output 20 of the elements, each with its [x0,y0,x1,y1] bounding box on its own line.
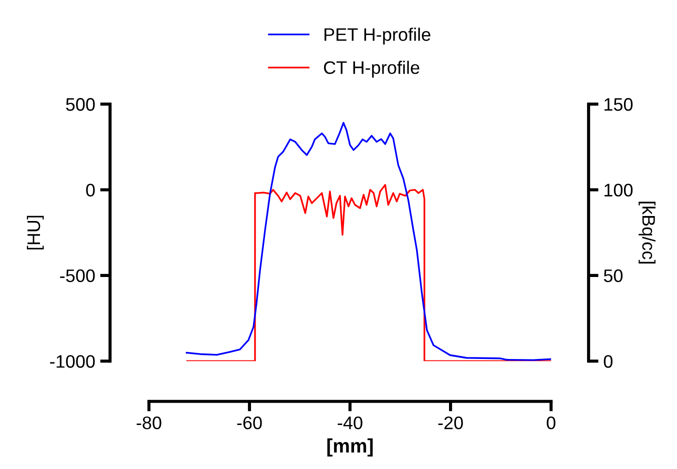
line-series [186,184,552,362]
x-tick-label: -80 [136,416,162,430]
y2-axis-title: [kBq/cc] [638,202,656,264]
y-tick-label: 500 [66,98,95,111]
y2-tick-label: 50 [604,269,623,282]
y-tick-label: 0 [86,184,95,197]
legend-label: CT H-profile [324,60,420,78]
y-tick-label: -1000 [50,355,95,368]
legend-label: PET H-profile [324,28,430,45]
y2-tick-label: 150 [604,98,633,111]
x-tick-label: -20 [438,416,463,430]
y-tick-label: -500 [60,269,95,282]
line-series [186,122,552,361]
y2-tick-label: 100 [604,184,633,197]
x-tick-label: 0 [546,416,556,430]
y-axis-title: [HU] [26,216,44,250]
x-tick-label: -40 [338,416,362,430]
x-axis-title: [mm] [327,438,373,457]
y2-tick-label: 0 [604,355,612,368]
x-tick-label: -60 [237,416,262,430]
